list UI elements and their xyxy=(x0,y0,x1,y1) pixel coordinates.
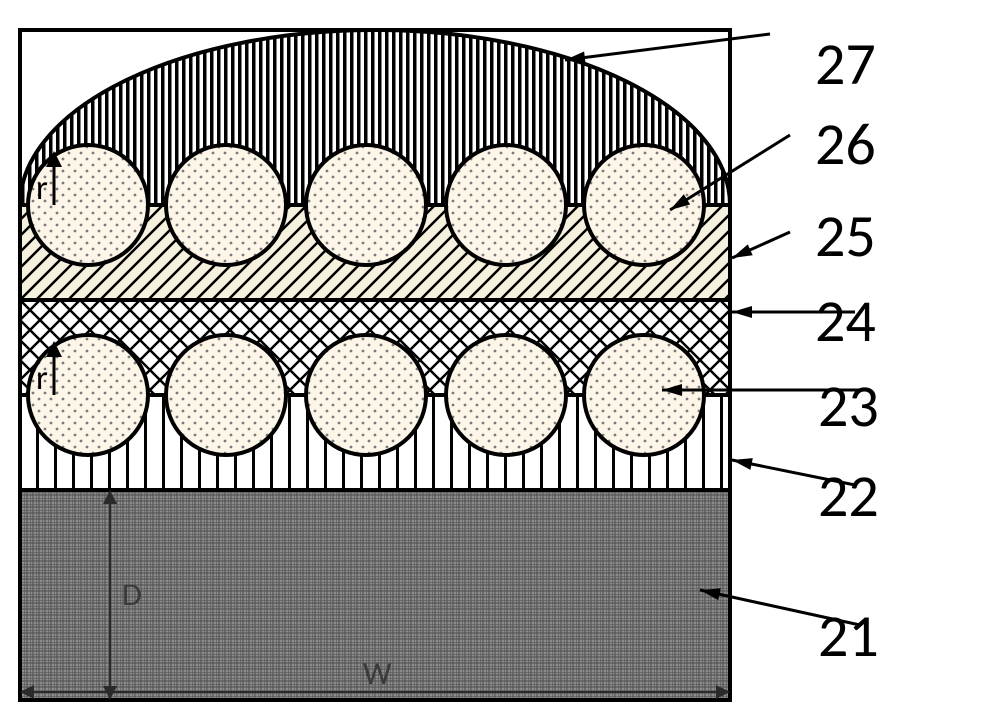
circle-26-3 xyxy=(446,145,566,265)
callout-label-26: 26 xyxy=(815,108,876,181)
callout-label-24: 24 xyxy=(815,285,876,358)
callout-arrow-25 xyxy=(732,244,753,258)
circle-26-2 xyxy=(306,145,426,265)
callout-label-27: 27 xyxy=(815,28,876,101)
circle-23-2 xyxy=(306,335,426,455)
r-marker-upper-label: r xyxy=(36,168,48,209)
dim-d-label: D xyxy=(122,575,142,614)
callout-line-27 xyxy=(565,34,770,60)
callout-arrow-22 xyxy=(732,458,753,470)
diagram-canvas: r r D W 2726 25 24 23 22 21 xyxy=(0,0,1000,717)
callout-label-25: 25 xyxy=(815,200,876,273)
callout-arrow-24 xyxy=(732,306,752,318)
callout-label-21: 21 xyxy=(818,600,879,673)
circle-26-1 xyxy=(166,145,286,265)
callout-label-22: 22 xyxy=(818,460,879,533)
circle-23-1 xyxy=(166,335,286,455)
dim-w-label: W xyxy=(363,654,392,693)
circle-23-4 xyxy=(584,335,704,455)
callout-label-23: 23 xyxy=(818,370,879,443)
circle-23-3 xyxy=(446,335,566,455)
r-marker-lower-label: r xyxy=(36,358,48,399)
